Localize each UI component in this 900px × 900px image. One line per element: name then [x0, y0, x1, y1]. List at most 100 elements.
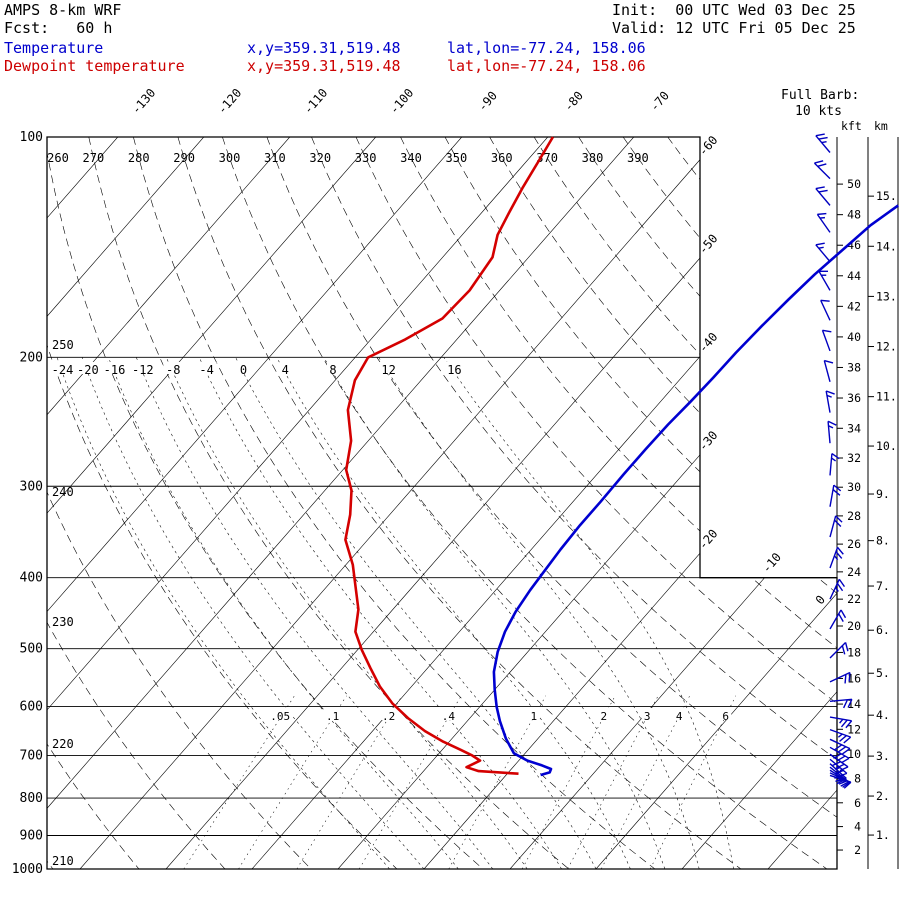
dry-adiabat-line — [47, 137, 312, 869]
dewpoint-curve — [344, 136, 555, 775]
dry-adiabat-line — [400, 137, 837, 869]
svg-text:-120: -120 — [215, 86, 245, 117]
dry-adiabat-line — [47, 137, 398, 869]
svg-text:700: 700 — [20, 749, 43, 764]
background-grid — [47, 137, 837, 869]
svg-text:36: 36 — [847, 391, 861, 405]
svg-text:290: 290 — [173, 151, 195, 165]
svg-text:34: 34 — [847, 421, 861, 435]
svg-text:270: 270 — [83, 151, 105, 165]
dewpoint-legend-label: Dewpoint temperature — [4, 57, 185, 75]
dry-adiabat-line — [177, 137, 742, 869]
svg-text:1000: 1000 — [12, 862, 43, 877]
isotherm-line — [337, 137, 837, 869]
svg-text:1: 1 — [530, 710, 537, 723]
svg-text:13.: 13. — [876, 289, 897, 303]
moist-adiabat-line — [235, 357, 597, 869]
svg-text:-70: -70 — [647, 89, 672, 115]
isotherm-line — [47, 137, 118, 869]
svg-text:330: 330 — [355, 151, 377, 165]
svg-text:-80: -80 — [561, 89, 586, 115]
svg-text:20: 20 — [847, 619, 861, 633]
isotherm-line — [47, 137, 634, 869]
dry-adiabat-line — [266, 137, 837, 869]
svg-text:10.: 10. — [876, 439, 897, 453]
svg-text:-90: -90 — [475, 89, 500, 115]
svg-text:8: 8 — [329, 363, 336, 377]
svg-text:12: 12 — [847, 722, 861, 736]
svg-text:0: 0 — [240, 363, 247, 377]
isotherm-line — [595, 137, 837, 869]
model-title: AMPS 8-km WRF — [4, 1, 122, 19]
isotherm-line — [47, 137, 462, 869]
svg-text:.4: .4 — [442, 710, 456, 723]
isotherm-line — [165, 137, 806, 869]
svg-text:-24: -24 — [52, 363, 74, 377]
isotherm-line — [47, 137, 290, 869]
svg-text:230: 230 — [52, 615, 74, 629]
barb-legend-title: Full Barb: — [781, 88, 860, 103]
svg-text:.05: .05 — [270, 710, 290, 723]
svg-text:8.: 8. — [876, 534, 890, 548]
dry-adiabat-line — [444, 137, 837, 869]
mixing-ratio-line — [601, 695, 690, 869]
svg-text:km: km — [874, 119, 888, 133]
svg-text:22: 22 — [847, 592, 861, 606]
wind-barbs — [813, 133, 853, 789]
svg-text:100: 100 — [20, 130, 43, 145]
svg-text:-8: -8 — [166, 363, 180, 377]
svg-text:900: 900 — [20, 829, 43, 844]
dry-adiabat-line — [133, 137, 656, 869]
svg-text:4: 4 — [282, 363, 289, 377]
svg-text:0: 0 — [813, 593, 828, 608]
svg-text:15.: 15. — [876, 189, 897, 203]
svg-text:300: 300 — [219, 151, 241, 165]
plot-border — [46, 136, 838, 870]
forecast-hour: Fcst: 60 h — [4, 19, 113, 37]
dry-adiabat-line — [533, 137, 837, 869]
svg-text:240: 240 — [52, 485, 74, 499]
svg-text:-110: -110 — [301, 86, 331, 117]
moist-adiabat-line — [56, 357, 390, 869]
isotherm-line — [47, 137, 548, 869]
dry-adiabat-line — [47, 137, 226, 869]
svg-text:38: 38 — [847, 360, 861, 374]
isotherm-line — [47, 137, 204, 869]
svg-text:18: 18 — [847, 645, 861, 659]
svg-text:3.: 3. — [876, 749, 890, 763]
svg-text:350: 350 — [446, 151, 468, 165]
svg-text:6: 6 — [854, 796, 861, 810]
svg-text:14.: 14. — [876, 239, 897, 253]
svg-text:26: 26 — [847, 537, 861, 551]
moist-adiabat-line — [166, 357, 528, 869]
svg-text:250: 250 — [52, 338, 74, 352]
svg-text:44: 44 — [847, 269, 861, 283]
svg-text:6: 6 — [722, 710, 729, 723]
svg-text:24: 24 — [847, 565, 861, 579]
svg-text:11.: 11. — [876, 390, 897, 404]
svg-text:800: 800 — [20, 791, 43, 806]
svg-text:12: 12 — [381, 363, 395, 377]
svg-text:16: 16 — [847, 671, 861, 685]
svg-text:280: 280 — [128, 151, 150, 165]
svg-text:6.: 6. — [876, 623, 890, 637]
temperature-grid-xy: x,y=359.31,519.48 — [247, 39, 401, 57]
svg-text:390: 390 — [627, 151, 649, 165]
svg-text:50: 50 — [847, 177, 861, 191]
svg-text:-20: -20 — [77, 363, 99, 377]
mixing-ratio-line — [521, 695, 616, 869]
moist-adiabat-line — [136, 357, 494, 869]
dry-adiabat-line — [311, 137, 837, 869]
svg-text:4: 4 — [854, 820, 861, 834]
svg-text:380: 380 — [582, 151, 604, 165]
dewpoint-grid-xy: x,y=359.31,519.48 — [247, 57, 401, 75]
svg-text:360: 360 — [491, 151, 513, 165]
svg-text:500: 500 — [20, 642, 43, 657]
svg-text:28: 28 — [847, 509, 861, 523]
height-scales: kft km 1. 2. 3. 4. 5. 6. 7. 8. 9. 10. 11. 12. 13. 14. 15… — [836, 119, 899, 869]
svg-text:.2: .2 — [382, 710, 395, 723]
isotherm-line — [47, 137, 376, 869]
svg-text:4: 4 — [676, 710, 683, 723]
mixing-ratio-line — [650, 695, 737, 869]
